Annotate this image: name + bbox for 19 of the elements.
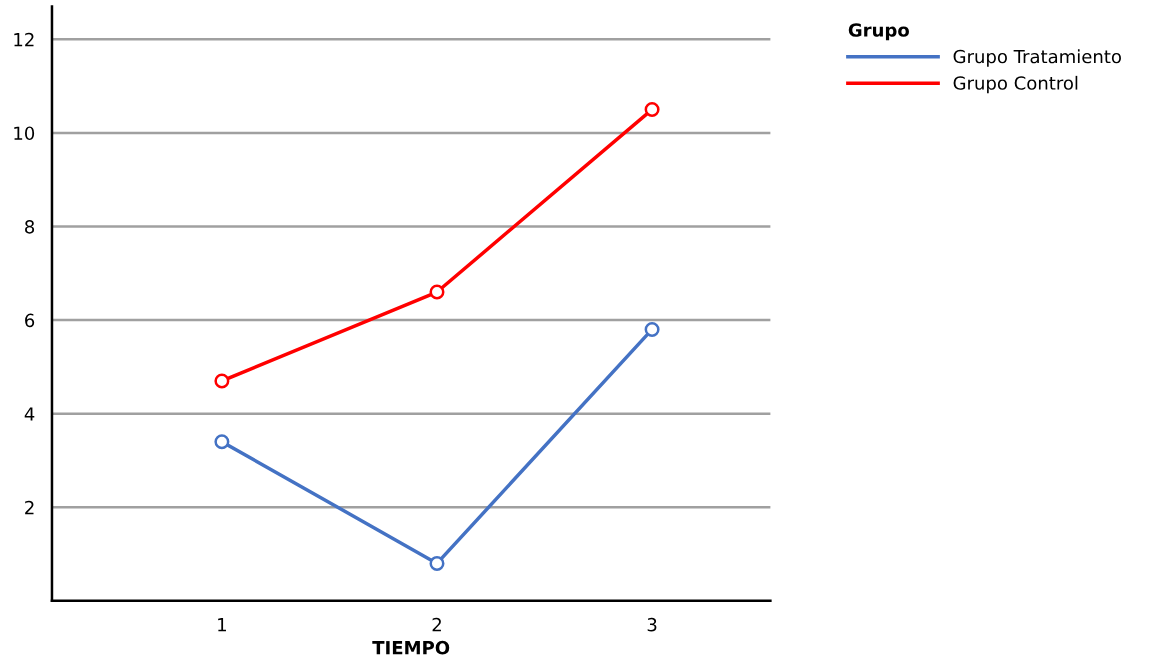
point bbox=[429, 284, 445, 300]
x-tick-label: 3 bbox=[647, 617, 657, 632]
point bbox=[644, 102, 660, 118]
x-tick-label: 2 bbox=[432, 617, 441, 632]
y-tick-label: 10 bbox=[14, 126, 35, 141]
y-tick-label: 6 bbox=[25, 313, 35, 328]
y-tick-label: 4 bbox=[24, 407, 35, 421]
y-tick-label: 2 bbox=[25, 500, 34, 515]
x-axis-title: TIEMPO bbox=[372, 640, 450, 655]
point bbox=[214, 373, 230, 389]
y-tick-label: 12 bbox=[14, 32, 34, 47]
x-tick-label: 1 bbox=[218, 618, 226, 632]
legend-title: Grupo bbox=[848, 23, 909, 41]
point bbox=[644, 321, 660, 337]
legend-label: Grupo Control bbox=[953, 75, 1078, 94]
legend-label: Grupo Tratamiento bbox=[953, 49, 1121, 67]
point bbox=[214, 434, 230, 450]
y-tick-label: 8 bbox=[25, 219, 35, 234]
point bbox=[429, 555, 445, 571]
